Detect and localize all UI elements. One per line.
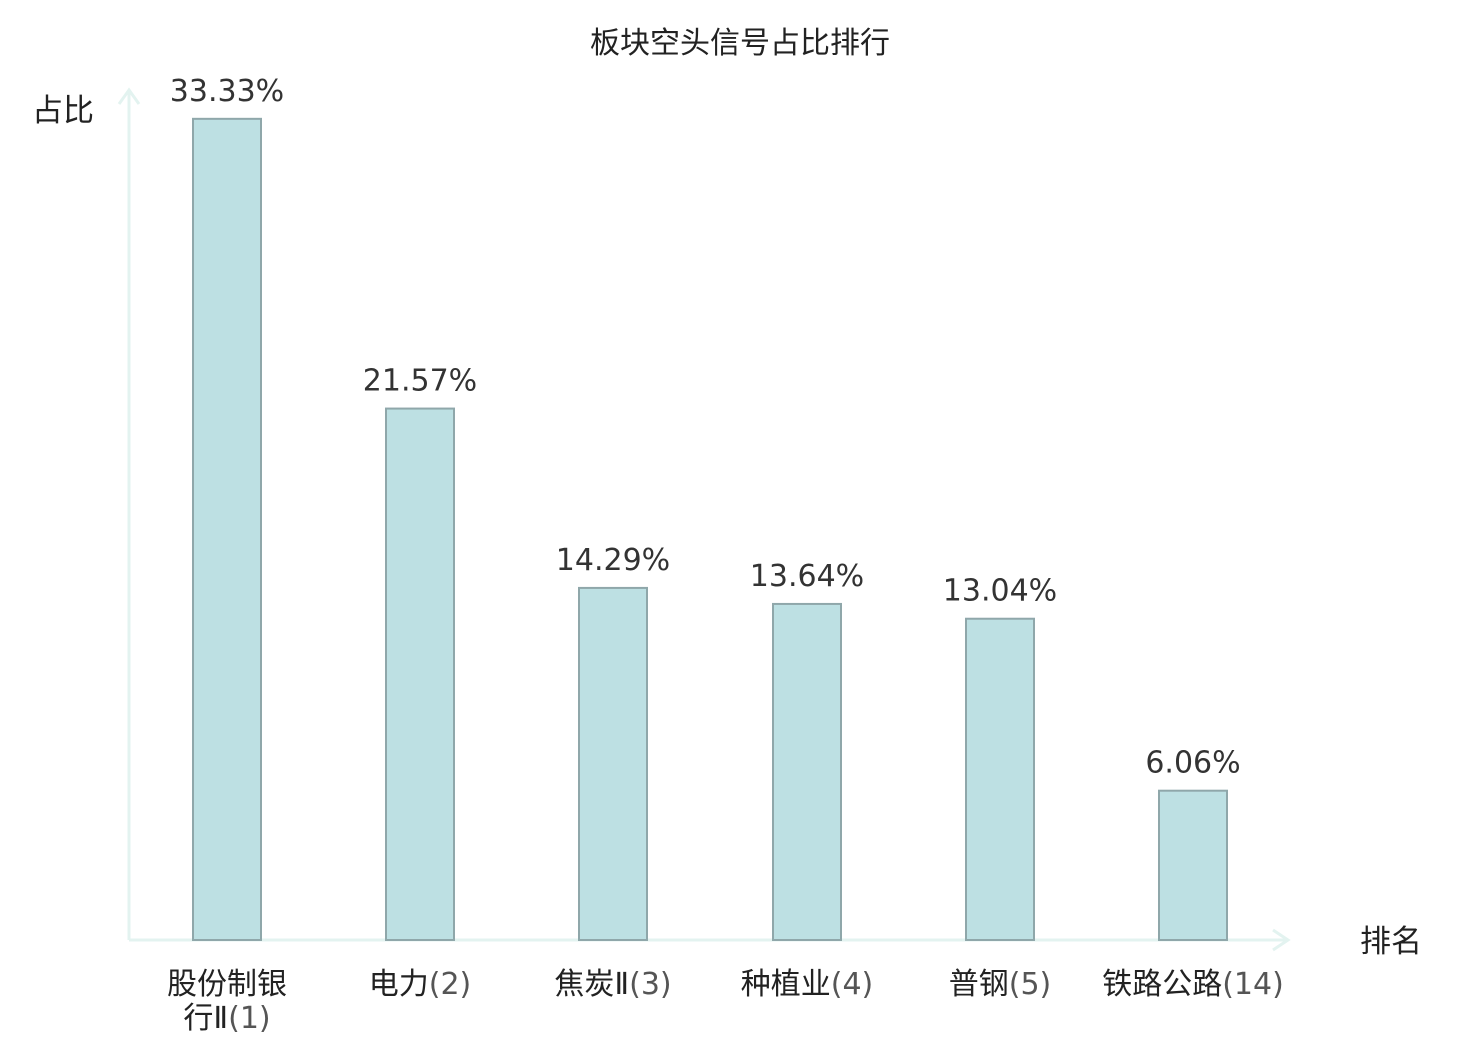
category-label-5: 普钢(5) (949, 967, 1052, 1002)
category-name-line: 种植业 (741, 967, 831, 1002)
y-axis-arrow (117, 87, 141, 105)
x-axis-label: 排名 (1360, 924, 1422, 960)
value-label-2: 21.57% (363, 364, 477, 399)
category-label-3: 焦炭Ⅱ(3) (554, 967, 671, 1002)
category-rank: (3) (629, 967, 672, 1002)
category-label-1: 股份制银行Ⅱ(1) (167, 967, 287, 1036)
category-label-4: 种植业(4) (741, 967, 874, 1002)
bar-5 (965, 617, 1035, 941)
category-rank: (4) (831, 967, 874, 1002)
y-axis-label: 占比 (32, 93, 94, 129)
bar-2 (385, 407, 455, 941)
category-rank: (5) (1009, 967, 1052, 1002)
bar-3 (578, 586, 648, 941)
value-label-5: 13.04% (943, 574, 1057, 609)
x-axis (129, 928, 1291, 952)
category-name-line: 股份制银 (167, 967, 287, 1002)
value-label-1: 33.33% (170, 74, 284, 109)
category-name-line: 焦炭Ⅱ (554, 967, 629, 1002)
y-axis (117, 87, 141, 940)
category-name-line: 行Ⅱ (183, 1001, 228, 1036)
value-labels-group: 33.33% 21.57% 14.29% 13.64% 13.04% 6.06% (170, 74, 1241, 781)
category-rank: (1) (228, 1001, 271, 1036)
category-rank: (2) (429, 967, 472, 1002)
category-name-line: 铁路公路 (1102, 967, 1222, 1002)
category-label-2: 电力(2) (369, 967, 472, 1002)
category-labels-group: 股份制银行Ⅱ(1) 电力(2) 焦炭Ⅱ(3) 种植业(4) 普钢(5) 铁路公路(14) (167, 967, 1284, 1036)
category-name-line: 普钢 (949, 967, 1009, 1002)
bar-4 (772, 602, 842, 941)
category-name-line: 电力 (369, 967, 429, 1002)
bars-group (192, 117, 1228, 942)
category-label-6: 铁路公路(14) (1102, 967, 1284, 1002)
value-label-3: 14.29% (556, 543, 670, 578)
value-label-6: 6.06% (1145, 746, 1240, 781)
bar-6 (1158, 789, 1228, 942)
category-rank: (14) (1222, 967, 1284, 1002)
chart-title: 板块空头信号占比排行 (590, 26, 890, 61)
bar-1 (192, 117, 262, 941)
x-axis-arrow (1272, 928, 1291, 952)
value-label-4: 13.64% (750, 559, 864, 594)
